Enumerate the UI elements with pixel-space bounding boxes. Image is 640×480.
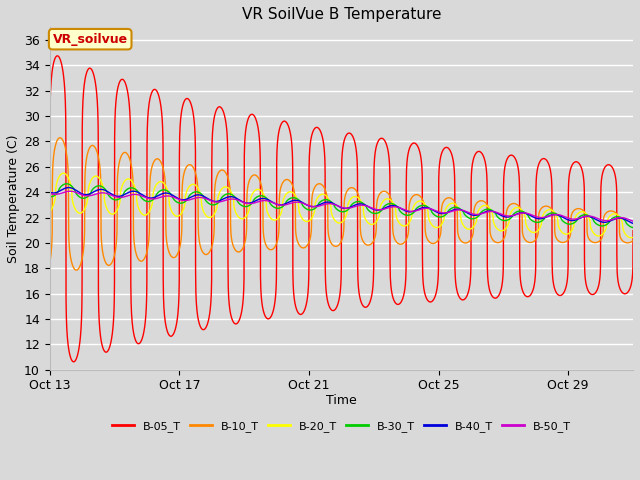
B-10_T [629,238,637,243]
B-20_T [60,170,67,176]
B-05_T [629,228,637,234]
B-10_T [582,213,590,219]
Line: B-10_T: B-10_T [50,138,633,270]
B-20_T [296,210,303,216]
B-30_T [291,195,299,201]
B-40_T [582,214,590,219]
B-05_T [582,283,590,288]
B-40_T [323,199,331,205]
B-40_T [296,198,303,204]
B-50_T [296,200,303,205]
Y-axis label: Soil Temperature (C): Soil Temperature (C) [7,134,20,263]
Line: B-20_T: B-20_T [50,173,633,238]
B-40_T [470,212,477,218]
B-20_T [291,192,299,198]
B-30_T [296,198,303,204]
B-30_T [470,216,477,222]
B-20_T [470,224,477,229]
B-20_T [323,194,331,200]
B-10_T [46,260,54,266]
B-20_T [46,209,54,215]
B-50_T [291,199,299,205]
B-30_T [582,212,590,218]
B-50_T [629,218,637,224]
Line: B-40_T: B-40_T [50,188,633,223]
B-05_T [54,53,61,59]
B-40_T [291,197,299,203]
Line: B-50_T: B-50_T [50,191,633,221]
B-50_T [582,214,590,219]
Legend: B-05_T, B-10_T, B-20_T, B-30_T, B-40_T, B-50_T: B-05_T, B-10_T, B-20_T, B-30_T, B-40_T, … [108,417,575,436]
B-30_T [629,225,637,230]
B-05_T [612,174,620,180]
B-50_T [67,188,74,194]
B-10_T [612,210,620,216]
B-40_T [65,185,72,191]
B-05_T [291,301,299,307]
B-50_T [611,216,619,221]
B-10_T [470,210,477,216]
B-10_T [56,135,64,141]
B-40_T [46,189,54,195]
B-10_T [72,267,80,273]
B-10_T [296,243,303,249]
B-30_T [323,197,331,203]
B-10_T [323,194,331,200]
B-50_T [470,211,477,217]
B-05_T [46,208,54,214]
Line: B-05_T: B-05_T [50,56,633,362]
B-30_T [63,181,70,187]
Title: VR SoilVue B Temperature: VR SoilVue B Temperature [242,7,441,22]
B-40_T [629,220,637,226]
B-30_T [46,193,54,199]
B-05_T [296,312,303,317]
Text: VR_soilvue: VR_soilvue [52,33,128,46]
B-50_T [323,201,331,207]
B-10_T [291,195,299,201]
B-30_T [611,214,619,220]
B-20_T [582,211,590,217]
B-50_T [46,191,54,196]
B-20_T [627,235,635,240]
B-40_T [611,216,619,222]
B-05_T [70,359,77,365]
B-05_T [323,296,331,302]
Line: B-30_T: B-30_T [50,184,633,228]
B-20_T [611,211,619,217]
X-axis label: Time: Time [326,394,356,407]
B-05_T [470,155,477,161]
B-20_T [629,234,637,240]
